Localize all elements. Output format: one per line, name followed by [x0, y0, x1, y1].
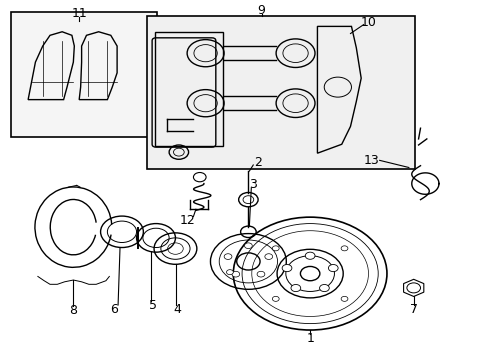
Bar: [11, 12, 157, 137]
Text: 12: 12: [179, 213, 195, 226]
Circle shape: [290, 284, 300, 292]
Text: 7: 7: [409, 303, 417, 316]
Circle shape: [231, 271, 239, 277]
Text: 10: 10: [360, 16, 376, 29]
Circle shape: [272, 296, 279, 301]
Circle shape: [272, 246, 279, 251]
Circle shape: [328, 265, 337, 272]
Text: 11: 11: [71, 8, 87, 21]
Text: 2: 2: [254, 156, 262, 169]
Circle shape: [244, 243, 252, 249]
Text: 9: 9: [257, 4, 265, 17]
Circle shape: [282, 265, 291, 272]
Circle shape: [224, 254, 231, 260]
Circle shape: [257, 271, 264, 277]
Circle shape: [341, 246, 347, 251]
Text: 3: 3: [249, 178, 257, 191]
Circle shape: [226, 270, 233, 275]
Circle shape: [305, 252, 314, 259]
Bar: [147, 16, 414, 169]
Text: 5: 5: [149, 299, 157, 312]
Text: 6: 6: [110, 303, 118, 316]
Text: 4: 4: [173, 303, 181, 316]
Circle shape: [319, 284, 328, 292]
Text: 1: 1: [305, 333, 313, 346]
Text: 13: 13: [363, 154, 379, 167]
Text: 8: 8: [69, 304, 77, 317]
Circle shape: [341, 296, 347, 301]
Circle shape: [264, 254, 272, 260]
